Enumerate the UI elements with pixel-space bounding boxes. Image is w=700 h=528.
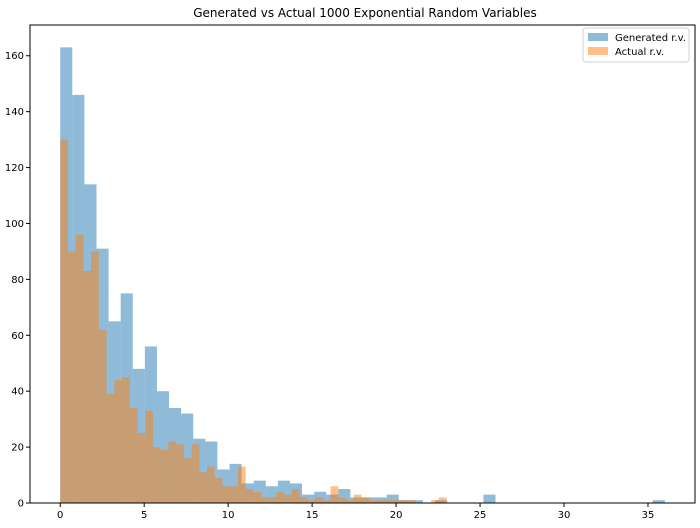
- y-tick-label: 120: [5, 163, 24, 174]
- histogram-bar-series-2: [206, 466, 215, 503]
- histogram-bar-series-2: [253, 491, 262, 503]
- histogram-bar-series-2: [376, 500, 385, 503]
- histogram-bar-series-2: [91, 251, 99, 503]
- histogram-bar-series-2: [230, 486, 238, 503]
- x-tick-label: 10: [222, 510, 235, 521]
- histogram-bar-series-2: [145, 410, 153, 503]
- histogram-bar-series-2: [191, 444, 200, 503]
- histogram-bar-series-2: [330, 486, 339, 503]
- histogram-bar-series-2: [83, 270, 92, 503]
- plot-frame: [29, 24, 696, 504]
- histogram-bar-series-2: [261, 497, 269, 503]
- histogram-bar-series-2: [222, 486, 231, 503]
- histogram-bar-series-2: [315, 497, 323, 503]
- histogram-bar-series-2: [400, 500, 408, 503]
- histogram-bar-series-2: [322, 500, 331, 503]
- legend-label: Actual r.v.: [615, 47, 664, 58]
- x-axis: 0 5 10 15 20 25 30 35: [57, 503, 654, 521]
- histogram-bar-series-2: [152, 447, 161, 503]
- histogram-bar-series-1: [386, 494, 399, 503]
- histogram-bar-series-2: [168, 441, 177, 503]
- y-tick-label: 60: [11, 331, 24, 342]
- x-tick-label: 5: [141, 510, 147, 521]
- y-axis: 0 20 40 60 80 100 120 140 160: [5, 51, 30, 510]
- histogram-bar-series-2: [137, 433, 146, 503]
- y-tick-label: 160: [5, 51, 24, 62]
- histogram-bar-series-2: [268, 497, 277, 503]
- histogram-bar-series-2: [122, 377, 130, 503]
- x-tick-label: 20: [390, 510, 403, 521]
- histogram-bar-series-1: [483, 494, 496, 503]
- x-tick-label: 25: [474, 510, 487, 521]
- histogram-bar-series-2: [291, 489, 300, 503]
- legend: Generated r.v. Actual r.v.: [582, 27, 690, 63]
- histogram-bar-series-2: [176, 444, 184, 503]
- legend-box: [582, 27, 690, 63]
- histogram-bar-series-1: [302, 494, 315, 503]
- histogram-bar-series-2: [431, 500, 439, 503]
- y-tick-label: 100: [5, 219, 24, 230]
- histogram-bar-series-2: [346, 500, 354, 503]
- histogram-bar-series-2: [361, 497, 370, 503]
- histogram-bar-series-2: [106, 393, 115, 503]
- histogram-bar-series-2: [307, 500, 316, 503]
- histogram-bar-series-2: [60, 139, 68, 503]
- histogram-bar-series-2: [75, 234, 84, 504]
- histogram-bar-series-2: [129, 407, 138, 503]
- histogram-bar-series-2: [67, 251, 76, 503]
- histogram-bar-series-2: [299, 497, 308, 503]
- legend-label: Generated r.v.: [615, 33, 686, 44]
- y-tick-label: 80: [11, 275, 24, 286]
- legend-swatch: [588, 47, 608, 55]
- histogram-bar-series-2: [407, 500, 416, 503]
- histogram-bar-series-2: [199, 472, 207, 503]
- x-tick-label: 35: [642, 510, 655, 521]
- histogram-bar-series-2: [214, 477, 223, 503]
- histogram-bar-series-1: [652, 500, 665, 503]
- histogram-bar-series-2: [392, 500, 401, 503]
- y-tick-label: 20: [11, 443, 24, 454]
- y-tick-label: 140: [5, 107, 24, 118]
- histogram-bar-series-2: [276, 491, 285, 503]
- chart-title: Generated vs Actual 1000 Exponential Ran…: [193, 6, 537, 20]
- x-tick-label: 0: [57, 510, 63, 521]
- histogram-bar-series-2: [353, 494, 362, 503]
- x-tick-label: 30: [558, 510, 571, 521]
- histogram-bar-series-2: [369, 500, 377, 503]
- histogram-bar-series-2: [338, 497, 347, 503]
- histogram-bar-series-2: [284, 494, 292, 503]
- y-tick-label: 40: [11, 387, 24, 398]
- histogram-bar-series-2: [160, 449, 169, 503]
- histogram-bar-series-2: [438, 497, 447, 503]
- bars-layer: [60, 47, 665, 504]
- histogram-bar-series-2: [384, 500, 393, 503]
- histogram-bar-series-2: [245, 489, 254, 503]
- histogram-bar-series-2: [237, 466, 246, 503]
- histogram-bar-series-2: [114, 380, 123, 503]
- histogram-bar-series-2: [98, 329, 107, 503]
- legend-swatch: [588, 33, 608, 41]
- histogram-bar-series-2: [183, 458, 192, 503]
- histogram-bar-series-1: [410, 500, 423, 503]
- x-tick-label: 15: [306, 510, 319, 521]
- y-tick-label: 0: [18, 499, 24, 510]
